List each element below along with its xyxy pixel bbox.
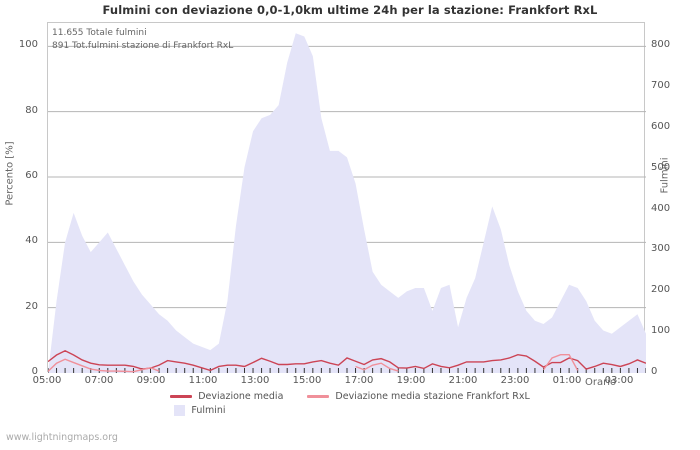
- y-axis-right-label: Fulmini: [659, 157, 671, 194]
- y-tick-left-40: 40: [25, 235, 38, 247]
- legend-item-deviation-station[interactable]: Deviazione media stazione Frankfort RxL: [307, 391, 530, 402]
- legend-swatch-line: [170, 395, 193, 398]
- x-tick-0300: 03:00: [604, 375, 634, 386]
- legend-swatch-area: [174, 405, 186, 416]
- y-tick-right-200: 200: [651, 284, 671, 296]
- legend-row-primary: Deviazione media Deviazione media stazio…: [0, 391, 700, 402]
- y-tick-left-100: 100: [18, 39, 38, 51]
- x-tick-1900: 19:00: [396, 375, 426, 386]
- plot-area: [47, 22, 646, 373]
- x-tick-0700: 07:00: [84, 375, 114, 386]
- x-tick-2300: 23:00: [500, 375, 530, 386]
- y-tick-right-0: 0: [651, 366, 658, 377]
- annotation-total-lightning: 11.655 Totale fulmini: [52, 28, 147, 38]
- x-tick-0900: 09:00: [136, 375, 166, 386]
- legend-item-lightning[interactable]: Fulmini: [174, 405, 226, 416]
- page-title: Fulmini con deviazione 0,0-1,0km ultime …: [102, 3, 598, 17]
- x-tick-1300: 13:00: [240, 375, 270, 386]
- x-axis-label: Orario: [585, 377, 617, 388]
- legend-swatch-line: [307, 395, 330, 398]
- chart-canvas: [48, 33, 646, 373]
- legend-label-deviation-station: Deviazione media stazione Frankfort RxL: [335, 391, 530, 402]
- y-tick-right-100: 100: [651, 325, 671, 337]
- y-tick-right-500: 500: [651, 161, 671, 173]
- y-tick-left-0: 0: [31, 366, 38, 377]
- y-tick-left-20: 20: [25, 300, 38, 312]
- site-attribution: www.lightningmaps.org: [6, 432, 118, 443]
- y-tick-right-400: 400: [651, 202, 671, 214]
- y-tick-left-60: 60: [25, 169, 38, 181]
- x-tick-0100: 01:00: [552, 375, 582, 386]
- x-tick-2100: 21:00: [448, 375, 478, 386]
- y-tick-right-800: 800: [651, 39, 671, 51]
- x-tick-1100: 11:00: [188, 375, 218, 386]
- x-tick-1500: 15:00: [292, 375, 322, 386]
- legend-label-lightning: Fulmini: [191, 405, 226, 416]
- legend-label-deviation-mean: Deviazione media: [198, 391, 284, 402]
- annotation-station-lightning: 891 Tot.fulmini stazione di Frankfort Rx…: [52, 41, 234, 51]
- y-tick-right-300: 300: [651, 243, 671, 255]
- legend-row-secondary: Fulmini: [0, 405, 700, 416]
- y-tick-right-600: 600: [651, 120, 671, 132]
- legend-item-deviation-mean[interactable]: Deviazione media: [170, 391, 283, 402]
- x-tick-1700: 17:00: [344, 375, 374, 386]
- x-tick-0500: 05:00: [32, 375, 62, 386]
- y-tick-left-80: 80: [25, 104, 38, 116]
- y-tick-right-700: 700: [651, 80, 671, 92]
- chart-legend: Deviazione media Deviazione media stazio…: [0, 391, 700, 416]
